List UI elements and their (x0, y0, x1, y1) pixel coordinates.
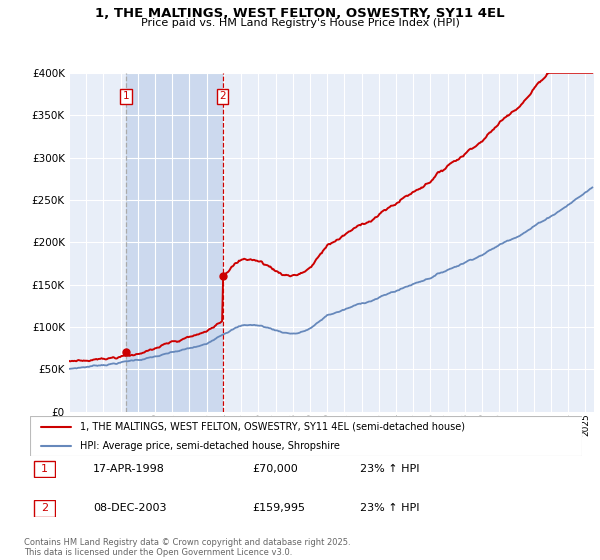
FancyBboxPatch shape (34, 501, 55, 516)
Text: £70,000: £70,000 (252, 464, 298, 474)
Text: 2: 2 (219, 91, 226, 101)
Text: £159,995: £159,995 (252, 503, 305, 514)
Text: 23% ↑ HPI: 23% ↑ HPI (360, 464, 419, 474)
Text: 23% ↑ HPI: 23% ↑ HPI (360, 503, 419, 514)
Text: 1: 1 (41, 464, 48, 474)
Bar (125, 73, 223, 412)
Text: 1, THE MALTINGS, WEST FELTON, OSWESTRY, SY11 4EL (semi-detached house): 1, THE MALTINGS, WEST FELTON, OSWESTRY, … (80, 422, 464, 432)
Text: Contains HM Land Registry data © Crown copyright and database right 2025.
This d: Contains HM Land Registry data © Crown c… (24, 538, 350, 557)
FancyBboxPatch shape (34, 461, 55, 477)
Text: 1: 1 (122, 91, 129, 101)
Text: 1, THE MALTINGS, WEST FELTON, OSWESTRY, SY11 4EL: 1, THE MALTINGS, WEST FELTON, OSWESTRY, … (95, 7, 505, 20)
Text: HPI: Average price, semi-detached house, Shropshire: HPI: Average price, semi-detached house,… (80, 441, 340, 450)
Text: 17-APR-1998: 17-APR-1998 (93, 464, 165, 474)
Text: 08-DEC-2003: 08-DEC-2003 (93, 503, 167, 514)
Text: 2: 2 (41, 503, 48, 514)
FancyBboxPatch shape (30, 416, 582, 456)
Text: Price paid vs. HM Land Registry's House Price Index (HPI): Price paid vs. HM Land Registry's House … (140, 18, 460, 28)
